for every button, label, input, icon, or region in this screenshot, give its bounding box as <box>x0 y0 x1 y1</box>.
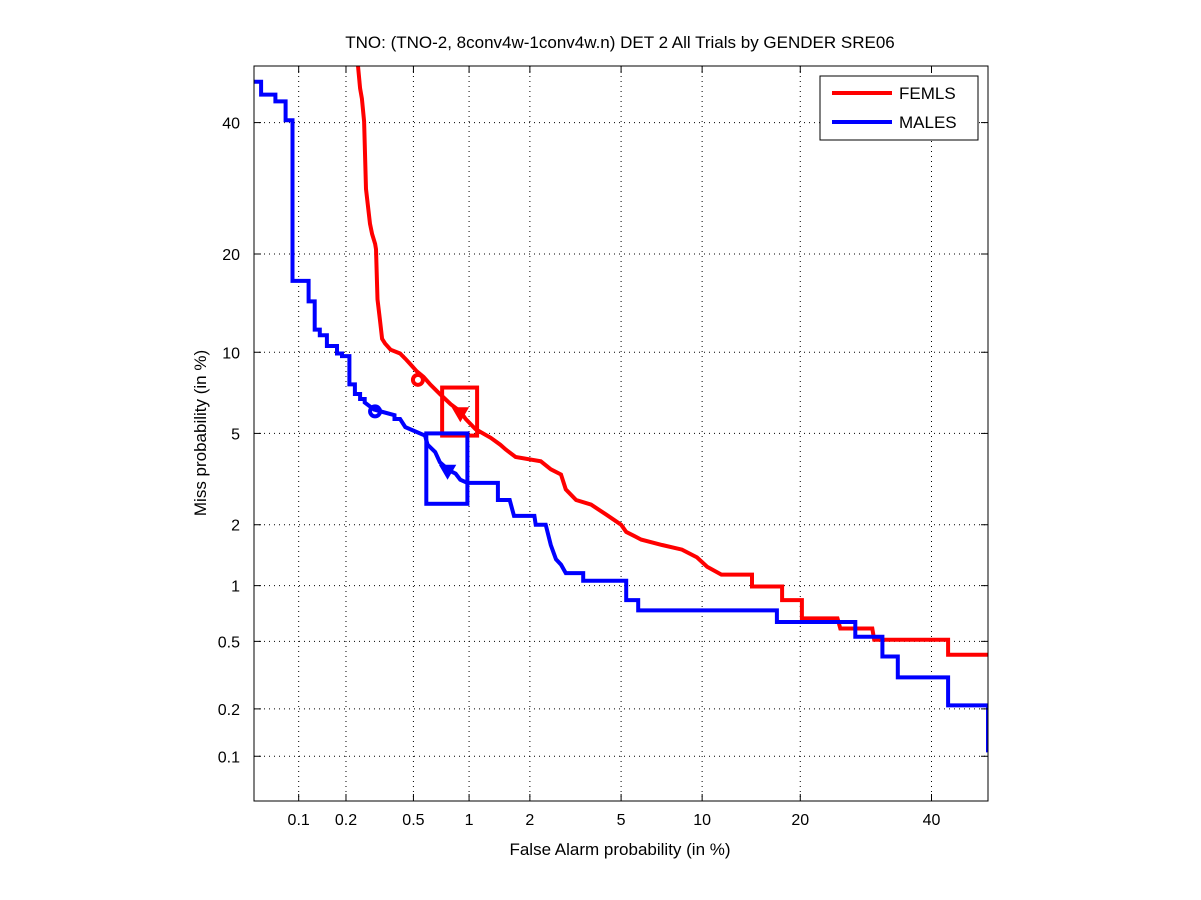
y-tick-label: 20 <box>222 247 240 264</box>
y-axis: 0.1 0.2 0.5 1 2 5 10 20 40 <box>218 116 988 766</box>
y-tick-label: 2 <box>231 518 240 535</box>
y-tick-label: 0.2 <box>218 702 240 719</box>
plot-area <box>254 66 988 753</box>
y-tick-label: 0.5 <box>218 634 240 651</box>
y-tick-label: 5 <box>231 426 240 443</box>
legend-label-males: MALES <box>899 113 957 132</box>
x-tick-label: 40 <box>923 812 941 829</box>
y-tick-label: 1 <box>231 579 240 596</box>
series-males <box>254 79 988 753</box>
x-tick-label: 0.1 <box>288 812 310 829</box>
y-tick-label: 40 <box>222 116 240 133</box>
confidence-box-femls <box>440 385 480 438</box>
x-tick-label: 5 <box>617 812 626 829</box>
actual-dcf-marker-males <box>368 404 383 419</box>
min-dcf-marker-femls <box>451 407 470 423</box>
y-tick-label: 0.1 <box>218 749 240 766</box>
x-axis: 0.1 0.2 0.5 1 2 5 10 20 40 <box>288 66 941 829</box>
confidence-box-males <box>424 431 470 506</box>
x-tick-label: 2 <box>525 812 534 829</box>
legend-box <box>819 75 979 141</box>
x-tick-label: 1 <box>465 812 474 829</box>
x-tick-label: 10 <box>693 812 711 829</box>
x-tick-label: 0.2 <box>335 812 357 829</box>
chart-title: TNO: (TNO-2, 8conv4w-1conv4w.n) DET 2 Al… <box>345 33 895 52</box>
det-curve-femls <box>356 66 988 657</box>
x-axis-label: False Alarm probability (in %) <box>509 840 730 859</box>
legend-label-femls: FEMLS <box>899 84 956 103</box>
x-tick-label: 20 <box>791 812 809 829</box>
y-axis-label: Miss probability (in %) <box>191 350 210 516</box>
actual-dcf-marker-femls <box>410 372 425 387</box>
x-tick-label: 0.5 <box>402 812 424 829</box>
min-dcf-marker-males <box>438 464 457 480</box>
legend: FEMLS MALES <box>819 75 979 141</box>
series-femls <box>356 66 988 657</box>
y-tick-label: 10 <box>222 345 240 362</box>
